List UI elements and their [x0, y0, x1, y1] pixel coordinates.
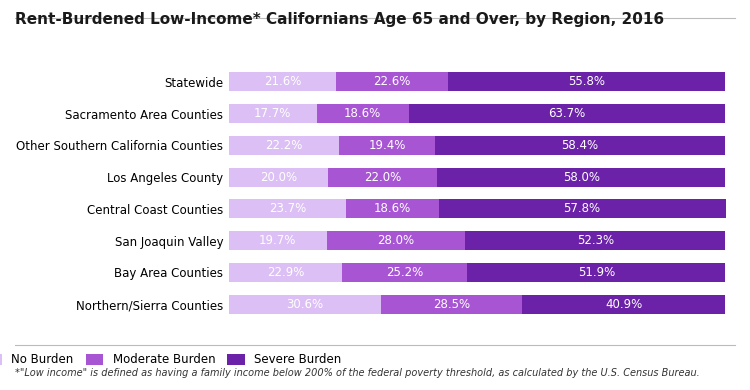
- Bar: [229, 72, 336, 91]
- Text: 23.7%: 23.7%: [269, 202, 306, 215]
- Bar: [336, 72, 448, 91]
- Bar: [439, 199, 725, 218]
- Text: 22.0%: 22.0%: [364, 171, 401, 184]
- Text: 19.4%: 19.4%: [368, 139, 406, 152]
- Bar: [448, 72, 725, 91]
- Bar: [229, 104, 316, 123]
- Text: 58.4%: 58.4%: [562, 139, 598, 152]
- Bar: [346, 199, 439, 218]
- Bar: [229, 231, 326, 250]
- Text: Rent-Burdened Low-Income* Californians Age 65 and Over, by Region, 2016: Rent-Burdened Low-Income* Californians A…: [15, 12, 664, 27]
- Text: 22.6%: 22.6%: [374, 75, 411, 88]
- Bar: [229, 199, 346, 218]
- Bar: [339, 136, 435, 155]
- Text: 28.5%: 28.5%: [433, 298, 470, 311]
- Text: 22.2%: 22.2%: [266, 139, 302, 152]
- Bar: [437, 168, 725, 187]
- Text: 51.9%: 51.9%: [578, 266, 615, 279]
- Text: 28.0%: 28.0%: [377, 234, 415, 247]
- Bar: [343, 263, 467, 282]
- Bar: [435, 136, 725, 155]
- Bar: [522, 295, 725, 314]
- Bar: [467, 263, 725, 282]
- Text: 21.6%: 21.6%: [264, 75, 301, 88]
- Text: 58.0%: 58.0%: [562, 171, 600, 184]
- Text: 57.8%: 57.8%: [563, 202, 601, 215]
- Text: 18.6%: 18.6%: [374, 202, 411, 215]
- Text: 63.7%: 63.7%: [548, 107, 586, 120]
- Text: 25.2%: 25.2%: [386, 266, 424, 279]
- Bar: [229, 263, 343, 282]
- Text: 18.6%: 18.6%: [344, 107, 382, 120]
- Text: 20.0%: 20.0%: [260, 171, 297, 184]
- Bar: [316, 104, 409, 123]
- Bar: [409, 104, 725, 123]
- Bar: [328, 168, 437, 187]
- Bar: [466, 231, 725, 250]
- Text: 19.7%: 19.7%: [259, 234, 296, 247]
- Text: 40.9%: 40.9%: [605, 298, 642, 311]
- Text: 17.7%: 17.7%: [254, 107, 291, 120]
- Legend: No Burden, Moderate Burden, Severe Burden: No Burden, Moderate Burden, Severe Burde…: [0, 353, 341, 366]
- Text: 55.8%: 55.8%: [568, 75, 605, 88]
- Text: 52.3%: 52.3%: [577, 234, 614, 247]
- Text: 30.6%: 30.6%: [286, 298, 323, 311]
- Bar: [380, 295, 522, 314]
- Bar: [326, 231, 466, 250]
- Bar: [229, 136, 339, 155]
- Text: 22.9%: 22.9%: [267, 266, 305, 279]
- Bar: [229, 168, 328, 187]
- Text: *"Low income" is defined as having a family income below 200% of the federal pov: *"Low income" is defined as having a fam…: [15, 368, 700, 378]
- Bar: [229, 295, 380, 314]
